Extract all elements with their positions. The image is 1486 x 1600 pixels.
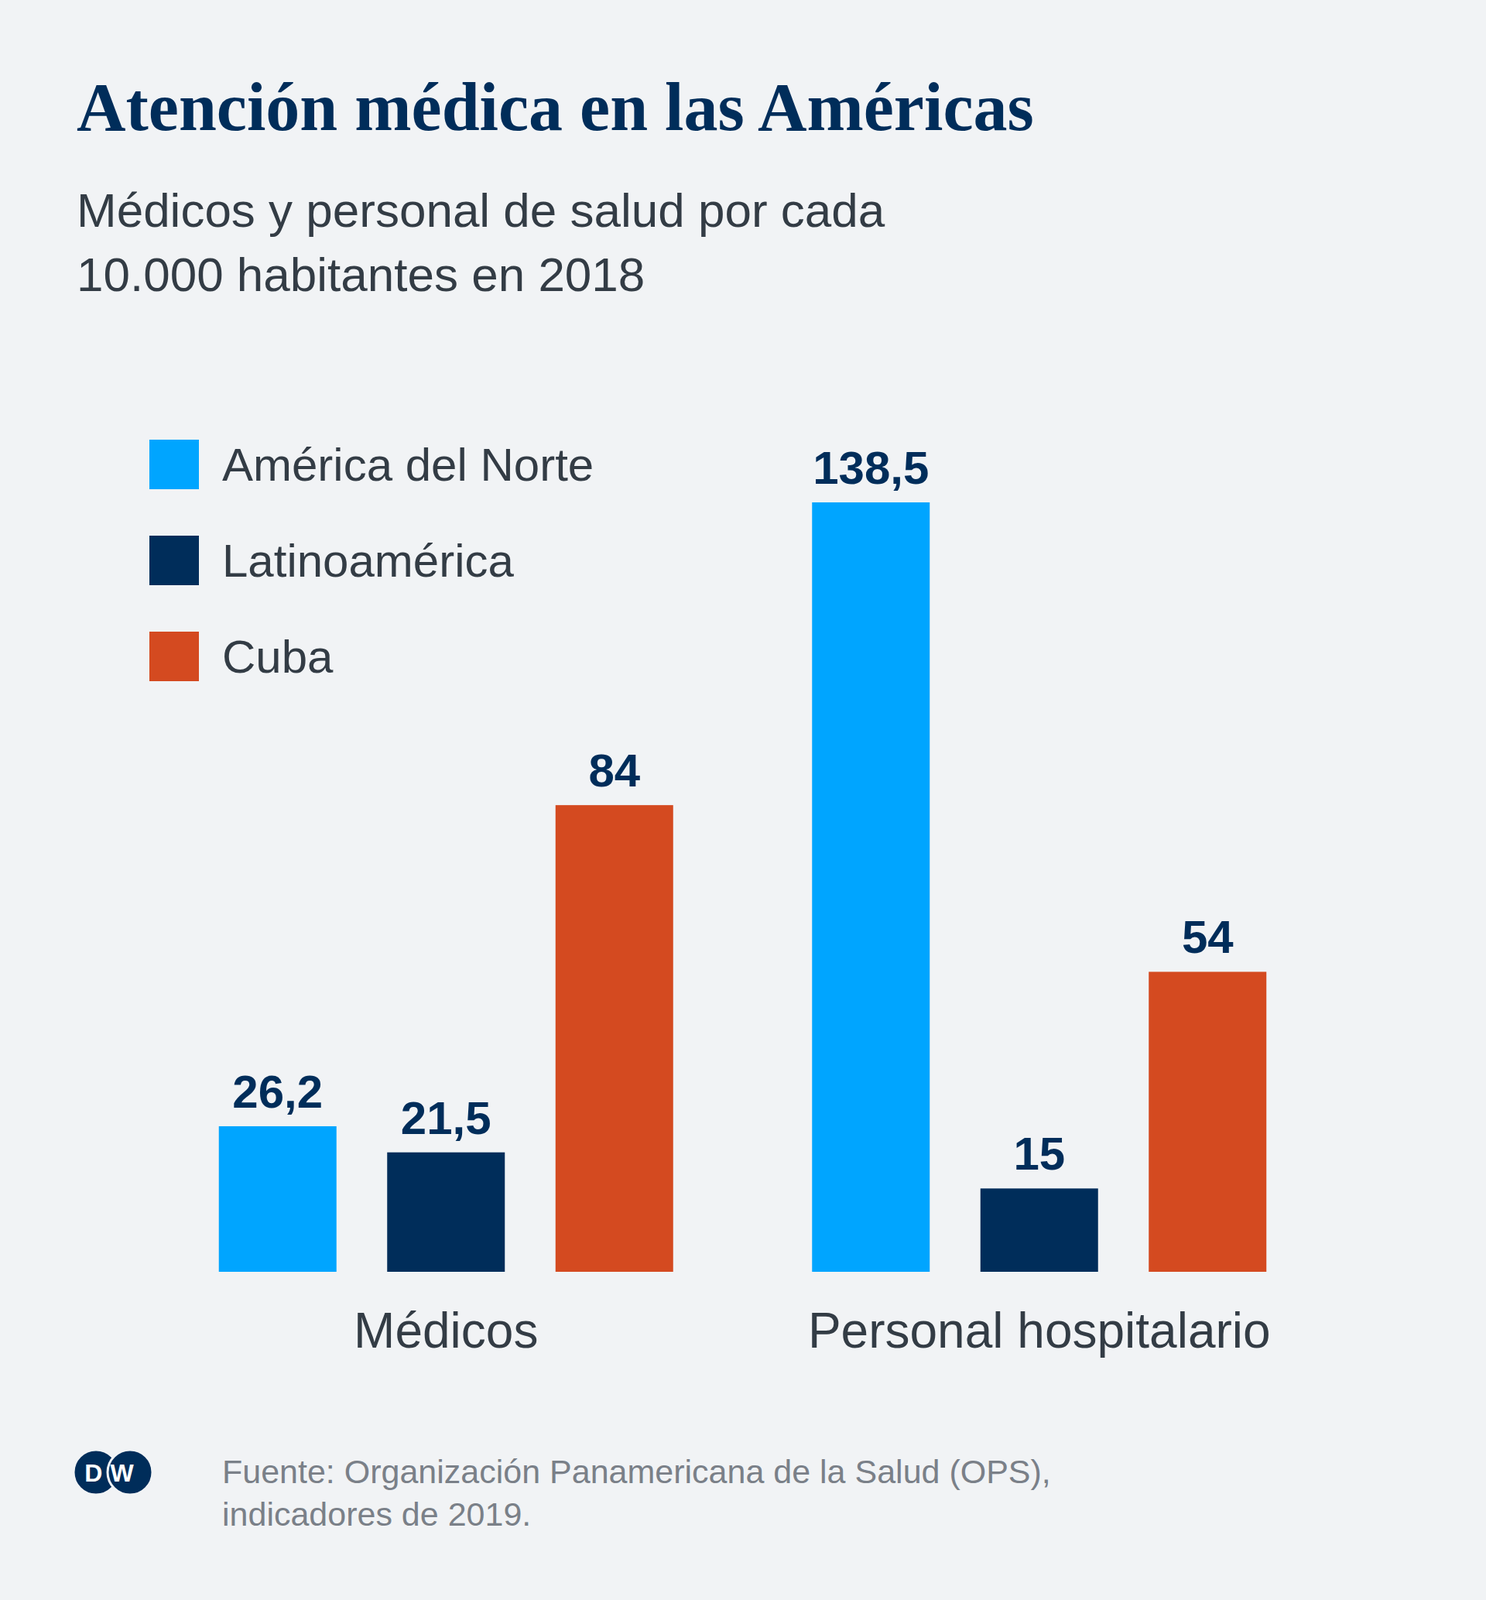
legend-label: Latinoamérica <box>222 534 515 587</box>
bar <box>811 502 930 1272</box>
legend-swatch <box>149 439 199 490</box>
bar <box>386 1152 505 1272</box>
bar <box>1148 971 1267 1272</box>
legend-label: América del Norte <box>222 438 594 491</box>
bar <box>219 1126 337 1272</box>
data-labels: 26,2 21,5 84 138,5 15 54 <box>232 441 1234 1180</box>
chart: Atención médica en las Américas Médicos y… <box>0 0 1486 1600</box>
legend-swatch <box>149 535 199 586</box>
data-label: 138,5 <box>812 441 929 494</box>
data-label: 54 <box>1181 910 1234 963</box>
data-label: 21,5 <box>400 1092 492 1144</box>
legend-swatch <box>149 631 199 682</box>
subtitle: Médicos y personal de salud por cada <box>76 183 886 237</box>
title: Atención médica en las Américas <box>76 69 1035 145</box>
legend-label: Cuba <box>222 630 334 683</box>
logo-text: DW <box>84 1458 141 1487</box>
x-tick-label: Personal hospitalario <box>808 1302 1271 1359</box>
bars <box>219 502 1267 1272</box>
source: Fuente: Organización Panamericana de la … <box>222 1452 1052 1490</box>
x-tick-label: Médicos <box>353 1302 538 1359</box>
data-label: 15 <box>1013 1127 1065 1180</box>
background <box>0 0 1486 1600</box>
source: indicadores de 2019. <box>222 1495 531 1533</box>
subtitle: 10.000 habitantes en 2018 <box>76 247 645 302</box>
data-label: 26,2 <box>232 1065 323 1118</box>
data-label: 84 <box>588 744 641 797</box>
logo: DW <box>73 1449 153 1495</box>
legend: América del Norte Latinoamérica Cuba <box>149 438 594 683</box>
bar <box>980 1188 1099 1272</box>
bar <box>555 804 674 1272</box>
